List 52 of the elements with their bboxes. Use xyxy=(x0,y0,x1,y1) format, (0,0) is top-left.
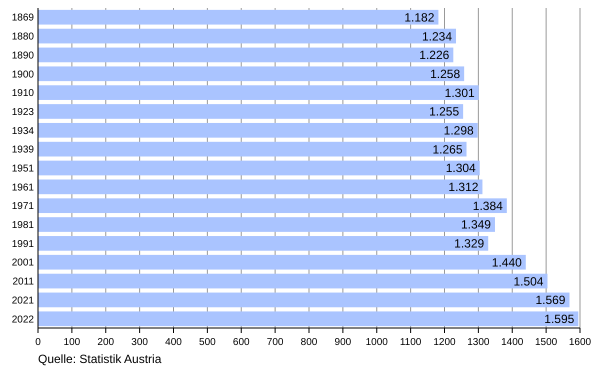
x-tick-label: 1000 xyxy=(366,337,388,348)
y-tick-label: 1991 xyxy=(12,238,34,250)
y-tick-label: 1939 xyxy=(12,144,34,156)
y-tick-label: 2001 xyxy=(12,258,34,269)
y-tick-label: 1923 xyxy=(12,106,34,118)
y-tick-label: 1971 xyxy=(12,201,34,212)
data-label: 1.329 xyxy=(454,236,485,251)
data-label: 1.504 xyxy=(513,274,544,288)
x-tick-label: 1400 xyxy=(501,337,524,348)
x-tick-label: 700 xyxy=(266,337,284,348)
x-tick-label: 300 xyxy=(131,337,148,348)
data-label: 1.258 xyxy=(430,66,460,81)
x-tick-label: 600 xyxy=(232,337,250,348)
y-tick-label: 1910 xyxy=(12,88,34,100)
y-tick-label: 1934 xyxy=(12,126,34,137)
data-label: 1.234 xyxy=(422,29,452,44)
x-tick-label: 400 xyxy=(165,337,182,348)
x-tick-label: 500 xyxy=(199,337,216,348)
source-note: Quelle: Statistik Austria xyxy=(38,352,162,366)
x-tick-label: 0 xyxy=(35,337,42,348)
y-tick-label: 1900 xyxy=(12,69,34,80)
data-label: 1.349 xyxy=(460,218,492,232)
y-tick-label: 2022 xyxy=(12,314,34,326)
data-label: 1.440 xyxy=(492,255,522,270)
x-tick-label: 1500 xyxy=(535,337,558,348)
data-label: 1.384 xyxy=(472,198,504,213)
y-tick-label: 1961 xyxy=(12,182,34,194)
data-label: 1.226 xyxy=(419,48,450,62)
data-label: 1.265 xyxy=(432,142,463,156)
x-tick-label: 1600 xyxy=(568,337,592,348)
y-tick-label: 2021 xyxy=(12,295,34,306)
x-tick-label: 100 xyxy=(64,337,81,348)
x-tick-label: 1200 xyxy=(433,337,456,348)
data-label: 1.595 xyxy=(544,312,575,326)
x-tick-label: 1100 xyxy=(400,337,422,348)
data-label: 1.255 xyxy=(429,104,460,119)
x-tick-label: 200 xyxy=(97,337,115,348)
y-tick-label: 2011 xyxy=(12,276,34,288)
data-label: 1.312 xyxy=(448,180,479,194)
data-label: 1.301 xyxy=(444,86,476,100)
x-tick-label: 1300 xyxy=(467,337,490,348)
x-tick-label: 900 xyxy=(334,337,352,348)
y-tick-label: 1880 xyxy=(12,32,34,43)
data-label: 1.304 xyxy=(446,161,476,176)
y-tick-label: 1981 xyxy=(12,220,34,232)
x-tick-label: 800 xyxy=(300,337,318,348)
y-tick-label: 1951 xyxy=(12,164,34,174)
data-label: 1.298 xyxy=(444,124,474,138)
data-label: 1.569 xyxy=(535,293,566,308)
data-label: 1.182 xyxy=(404,10,435,24)
y-tick-label: 1890 xyxy=(12,50,34,62)
y-tick-label: 1869 xyxy=(12,12,34,24)
